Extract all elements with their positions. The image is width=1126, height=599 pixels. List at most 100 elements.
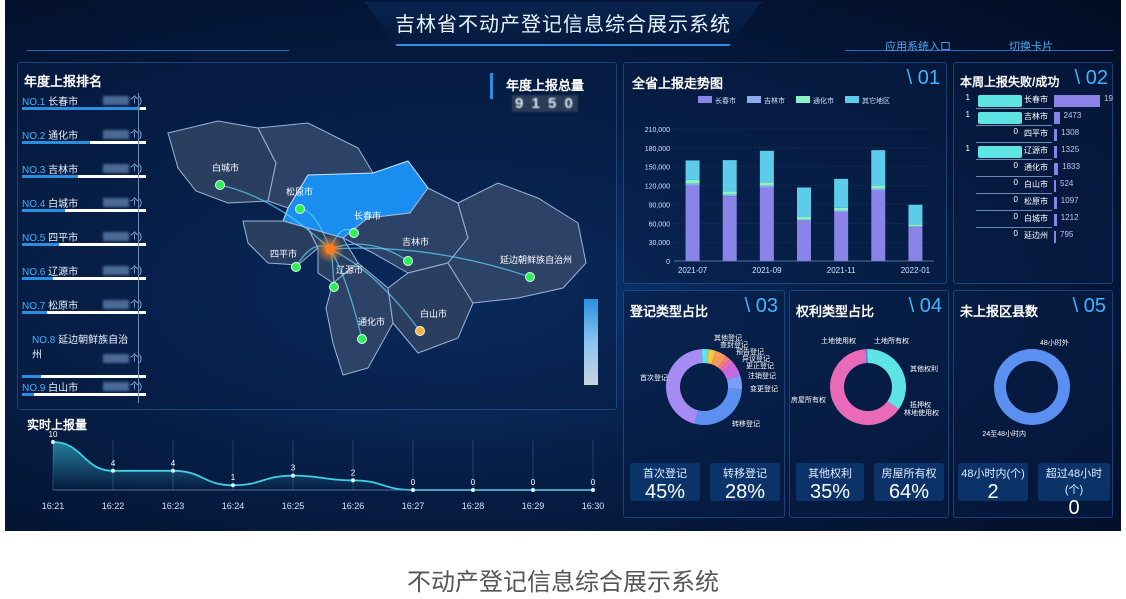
right-type-slice[interactable] (865, 349, 868, 364)
realtime-point[interactable] (171, 468, 175, 473)
trend-bar-segment[interactable] (871, 188, 886, 191)
realtime-point[interactable] (291, 473, 295, 478)
trend-bar-segment[interactable] (685, 160, 700, 180)
trend-bar-segment[interactable] (908, 224, 923, 227)
trend-bar-segment[interactable] (834, 207, 849, 211)
failure-row[interactable]: 0 延边州 795 (956, 229, 1120, 243)
trend-bar-segment[interactable] (759, 187, 774, 261)
city-point[interactable] (349, 228, 359, 238)
hub-point (325, 244, 335, 254)
realtime-data-label: 4 (171, 459, 176, 468)
realtime-point[interactable] (531, 488, 535, 492)
failure-row[interactable]: 1 长春市 19 (956, 93, 1120, 107)
kpi-house-ownership: 房屋所有权 64% (874, 463, 944, 503)
region-tonghua[interactable] (325, 262, 394, 376)
app-entry-link[interactable]: 应用系统入口 (885, 41, 951, 53)
region-baicheng[interactable] (167, 120, 277, 204)
city-point[interactable] (329, 282, 339, 292)
failure-row[interactable]: 0 通化市 1833 (956, 161, 1120, 175)
trend-bar-segment[interactable] (759, 185, 774, 188)
success-bar (1054, 95, 1100, 107)
ranking-item[interactable]: NO.8 延边朝鲜族自治州 个) (22, 331, 146, 378)
region-baishan[interactable] (387, 262, 474, 354)
trend-bar-segment[interactable] (871, 190, 886, 261)
trend-bar-segment[interactable] (871, 150, 886, 186)
trend-bar-segment[interactable] (759, 150, 774, 183)
ranking-item[interactable]: NO.9 白山市 个) (22, 379, 146, 396)
city-point[interactable] (291, 262, 301, 272)
region-siping[interactable] (242, 220, 319, 266)
trend-bar-segment[interactable] (871, 185, 886, 189)
ranking-item[interactable]: NO.5 四平市 个) (22, 229, 146, 246)
failure-row[interactable]: 0 四平市 1308 (956, 127, 1120, 141)
ranking-item-bar (22, 209, 146, 212)
reg-type-slice[interactable] (720, 359, 734, 372)
reg-type-slice[interactable] (666, 349, 703, 424)
trend-bar-segment[interactable] (797, 219, 811, 221)
trend-bar-segment[interactable] (685, 185, 700, 261)
right-type-slice[interactable] (866, 349, 868, 364)
reg-type-slice[interactable] (707, 349, 716, 365)
region-yanbian[interactable] (447, 182, 587, 304)
trend-bar-segment[interactable] (759, 182, 774, 186)
failure-city: 白城市 (1024, 214, 1048, 223)
ranking-item[interactable]: NO.6 辽源市 个) (22, 263, 146, 280)
ranking-item[interactable]: NO.4 白城市 个) (22, 195, 146, 212)
right-type-slice[interactable] (830, 349, 899, 425)
switch-card-link[interactable]: 切换卡片 (1009, 41, 1053, 53)
reg-type-slice[interactable] (701, 349, 709, 364)
trend-bar-segment[interactable] (722, 196, 737, 261)
realtime-point[interactable] (231, 483, 235, 488)
trend-bar-segment[interactable] (908, 204, 923, 225)
unreported-slice[interactable] (994, 349, 1070, 425)
realtime-point[interactable] (351, 478, 355, 483)
reg-type-slice[interactable] (711, 350, 727, 368)
city-point[interactable] (295, 204, 305, 214)
trend-bar-segment[interactable] (685, 179, 700, 184)
ranking-item[interactable]: NO.1 长春市 个) (22, 93, 146, 110)
trend-bar-segment[interactable] (797, 217, 811, 220)
ranking-item[interactable]: NO.2 通化市 个) (22, 127, 146, 144)
right-type-slice[interactable] (868, 349, 906, 410)
realtime-point[interactable] (411, 488, 415, 492)
failure-row[interactable]: 0 白城市 1212 (956, 212, 1120, 226)
reg-type-slice[interactable] (722, 362, 741, 380)
ranking-item[interactable]: NO.3 吉林市 个) (22, 161, 146, 178)
failure-row-divider (976, 142, 1052, 143)
trend-bar-segment[interactable] (722, 160, 737, 192)
failure-row[interactable]: 0 白山市 524 (956, 178, 1120, 192)
trend-bar-segment[interactable] (685, 183, 700, 186)
city-point[interactable] (403, 256, 413, 266)
failure-row[interactable]: 0 松原市 1097 (956, 195, 1120, 209)
realtime-point[interactable] (591, 488, 595, 492)
header-divider-right (845, 50, 1113, 51)
trend-bar-segment[interactable] (722, 191, 737, 195)
failure-row[interactable]: 1 吉林市 2473 (956, 110, 1120, 124)
city-point[interactable] (525, 272, 535, 282)
realtime-point[interactable] (111, 468, 115, 473)
trend-bar-segment[interactable] (834, 210, 849, 212)
trend-legend-label: 通化市 (813, 96, 834, 105)
reg-type-slice[interactable] (726, 375, 742, 390)
trend-bar-segment[interactable] (834, 211, 849, 261)
ranking-item-bar (22, 375, 146, 378)
realtime-point[interactable] (51, 440, 55, 444)
city-point[interactable] (415, 326, 425, 336)
trend-x-tick: 2022-01 (901, 266, 931, 275)
map-color-scale (584, 299, 598, 385)
reg-type-slice[interactable] (694, 388, 742, 425)
trend-bar-segment[interactable] (908, 227, 923, 261)
realtime-tick-label: 16:27 (402, 501, 425, 511)
trend-bar-segment[interactable] (797, 187, 811, 217)
failure-row[interactable]: 1 辽源市 1325 (956, 144, 1120, 158)
city-point[interactable] (357, 334, 367, 344)
reg-type-slice[interactable] (718, 356, 731, 370)
trend-bar-segment[interactable] (908, 226, 923, 228)
trend-bar-segment[interactable] (797, 220, 811, 261)
trend-bar-segment[interactable] (834, 178, 849, 208)
right-label-mortgage: 抵押权 (910, 400, 931, 409)
realtime-point[interactable] (471, 488, 475, 492)
city-point[interactable] (215, 180, 225, 190)
trend-bar-segment[interactable] (722, 194, 737, 197)
ranking-item[interactable]: NO.7 松原市 个) (22, 297, 146, 314)
